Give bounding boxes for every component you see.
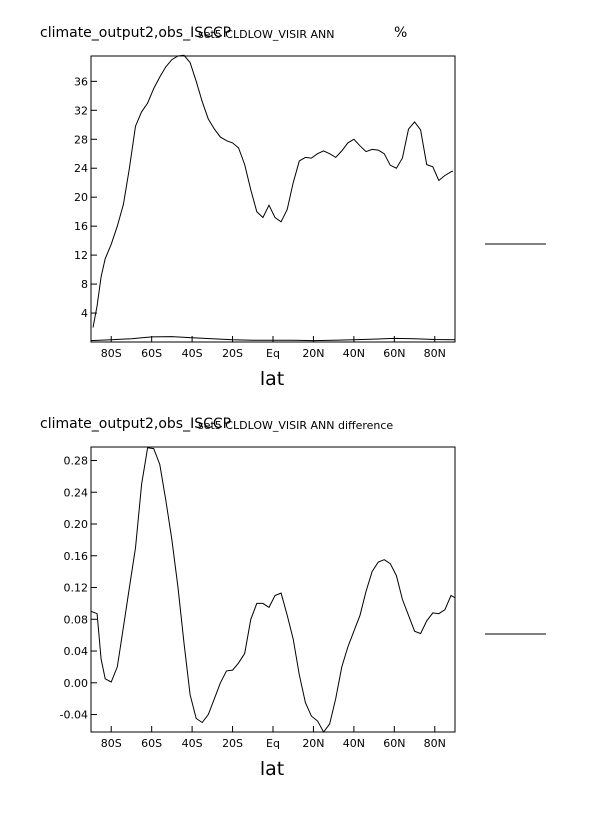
panel-1-y-tick-label: 28 [74, 133, 88, 146]
panel-2-x-label: lat [260, 758, 284, 780]
panel-1-x-tick-label: 40N [343, 347, 365, 360]
panel-1: climate_output2,obs_ISCCP set5 CLDLOW_VI… [40, 25, 546, 390]
panel-1-series-line-1 [92, 54, 454, 328]
panel-1-x-tick-label: 20N [302, 347, 324, 360]
panel-1-title: climate_output2,obs_ISCCP [40, 25, 231, 41]
panel-1-units: % [394, 25, 407, 41]
panel-2-x-tick-label: 60S [141, 737, 162, 750]
panel-2-series [90, 447, 456, 733]
panel-1-series [90, 54, 456, 342]
panel-2-y-tick-label: -0.04 [60, 709, 88, 722]
panel-1-x-tick-label: 60S [141, 347, 162, 360]
panel-2: climate_output2,obs_ISCCP set5 CLDLOW_VI… [40, 416, 546, 780]
panel-1-x-tick-label: 80N [424, 347, 446, 360]
panel-2-title: climate_output2,obs_ISCCP [40, 416, 231, 432]
panel-2-y-tick-label: 0.00 [64, 677, 89, 690]
panel-2-y-tick-label: 0.24 [64, 486, 89, 499]
panel-1-x-tick-label: 60N [383, 347, 405, 360]
panel-1-y-tick-label: 12 [74, 249, 88, 262]
panel-1-y-tick-label: 4 [81, 307, 88, 320]
panel-1-y-tick-label: 16 [74, 220, 88, 233]
panel-1-y-tick-label: 24 [74, 162, 88, 175]
panel-1-y-tick-label: 32 [74, 104, 88, 117]
panel-1-y-axis: 4 8 12 16 20 24 28 32 36 [74, 75, 97, 320]
panel-1-subtitle: set5 CLDLOW_VISIR ANN [198, 28, 334, 41]
panel-1-y-tick-label: 20 [74, 191, 88, 204]
panel-1-y-tick-label: 36 [74, 75, 88, 88]
panel-2-y-tick-label: 0.16 [64, 550, 89, 563]
panel-2-y-axis: -0.04 0.00 0.04 0.08 0.12 0.16 0.20 0.24 0.28 [60, 454, 97, 722]
panel-2-y-tick-label: 0.20 [64, 518, 89, 531]
panel-1-x-tick-label: 40S [182, 347, 203, 360]
panel-1-x-tick-label: 80S [101, 347, 122, 360]
panel-2-y-tick-label: 0.12 [64, 582, 89, 595]
panel-1-x-tick-label: Eq [266, 347, 280, 360]
panel-2-x-tick-label: 20S [222, 737, 243, 750]
panel-2-x-axis: 80S 60S 40S 20S Eq 20N 40N 60N 80N [101, 726, 446, 750]
panel-1-plot-frame [90, 55, 456, 343]
panel-2-y-tick-label: 0.08 [64, 613, 89, 626]
panel-2-x-tick-label: Eq [266, 737, 280, 750]
panel-2-y-tick-label: 0.04 [64, 645, 89, 658]
panel-2-y-tick-label: 0.28 [64, 454, 89, 467]
panel-2-x-tick-label: 20N [302, 737, 324, 750]
panel-1-x-axis: 80S 60S 40S 20S Eq 20N 40N 60N 80N [101, 336, 446, 360]
panel-2-subtitle: set5 CLDLOW_VISIR ANN difference [198, 419, 393, 432]
panel-1-x-tick-label: 20S [222, 347, 243, 360]
panel-1-series-line-2 [90, 336, 456, 342]
panel-1-x-label: lat [260, 368, 284, 390]
panel-1-y-tick-label: 8 [81, 278, 88, 291]
panel-2-series-line-1 [90, 447, 456, 733]
panel-2-x-tick-label: 40N [343, 737, 365, 750]
panel-2-x-tick-label: 80N [424, 737, 446, 750]
panel-2-x-tick-label: 40S [182, 737, 203, 750]
panel-2-x-tick-label: 80S [101, 737, 122, 750]
panel-2-x-tick-label: 60N [383, 737, 405, 750]
